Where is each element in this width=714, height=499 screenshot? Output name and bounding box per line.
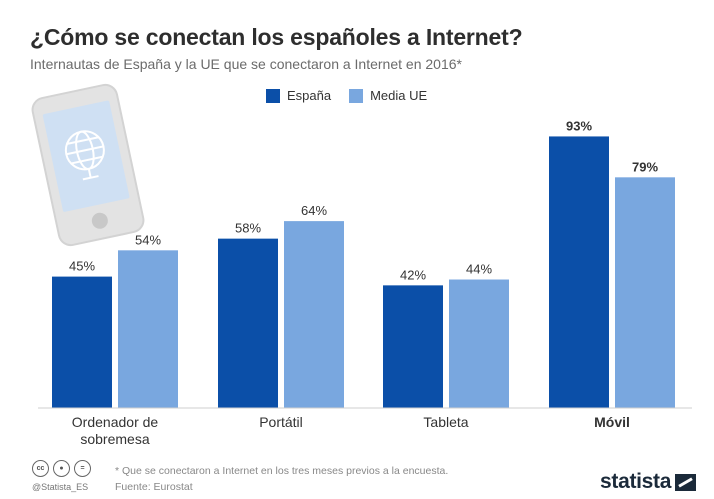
cc-icon: cc	[32, 460, 49, 477]
chart-title: ¿Cómo se conectan los españoles a Intern…	[30, 24, 523, 50]
legend-item-media-ue: Media UE	[349, 88, 427, 103]
bar-media-ue-ordenador-de-sobremesa	[118, 250, 178, 408]
license-icons: cc ● =	[32, 460, 91, 477]
legend: España Media UE	[266, 88, 427, 103]
social-handle: @Statista_ES	[32, 482, 89, 492]
x-tick-labels: Ordenador de sobremesa Portátil Tableta Móvi…	[72, 414, 630, 447]
data-label-media-ue-ordenador-de-sobremesa: 54%	[135, 232, 161, 247]
statista-logo: statista	[600, 470, 697, 494]
chart-subtitle: Internautas de España y la UE que se con…	[30, 56, 462, 72]
bars-group: 45% 54% 58% 64% 42% 44% 93% 79%	[52, 118, 675, 408]
data-label-media-ue-tableta: 44%	[466, 262, 492, 277]
data-label-media-ue-portatil: 64%	[301, 203, 327, 218]
smartphone-illustration	[31, 83, 145, 247]
source-note: Fuente: Eurostat	[115, 481, 193, 493]
legend-label-media-ue: Media UE	[370, 88, 428, 103]
legend-swatch-espana	[266, 88, 280, 103]
x-tick-label-tableta: Tableta	[423, 414, 468, 430]
bar-media-ue-tableta	[449, 279, 509, 408]
bar-media-ue-portatil	[284, 221, 344, 408]
bar-espana-ordenador-de-sobremesa	[52, 276, 112, 408]
globe-icon	[64, 130, 105, 181]
x-tick-label-movil: Móvil	[594, 414, 630, 430]
legend-item-espana: España	[266, 88, 331, 103]
legend-label-espana: España	[287, 88, 332, 103]
footnote: * Que se conectaron a Internet en los tr…	[115, 465, 449, 477]
bar-espana-tableta	[383, 285, 443, 408]
brand-name: statista	[600, 470, 672, 493]
data-label-espana-movil: 93%	[566, 118, 592, 133]
bar-media-ue-movil	[615, 177, 675, 408]
bar-espana-movil	[549, 136, 609, 408]
statista-mark-icon	[675, 473, 697, 491]
data-label-espana-portatil: 58%	[235, 221, 261, 236]
nd-icon: =	[74, 460, 91, 477]
data-label-espana-ordenador-de-sobremesa: 45%	[69, 259, 95, 274]
data-label-media-ue-movil: 79%	[632, 159, 658, 174]
x-tick-label-portatil: Portátil	[259, 414, 303, 430]
legend-swatch-media-ue	[349, 88, 364, 103]
bar-espana-portatil	[218, 238, 278, 408]
data-label-espana-tableta: 42%	[400, 267, 426, 282]
by-icon: ●	[53, 460, 70, 477]
x-tick-label-ordenador-de-sobremesa: Ordenador de sobremesa	[72, 414, 159, 447]
